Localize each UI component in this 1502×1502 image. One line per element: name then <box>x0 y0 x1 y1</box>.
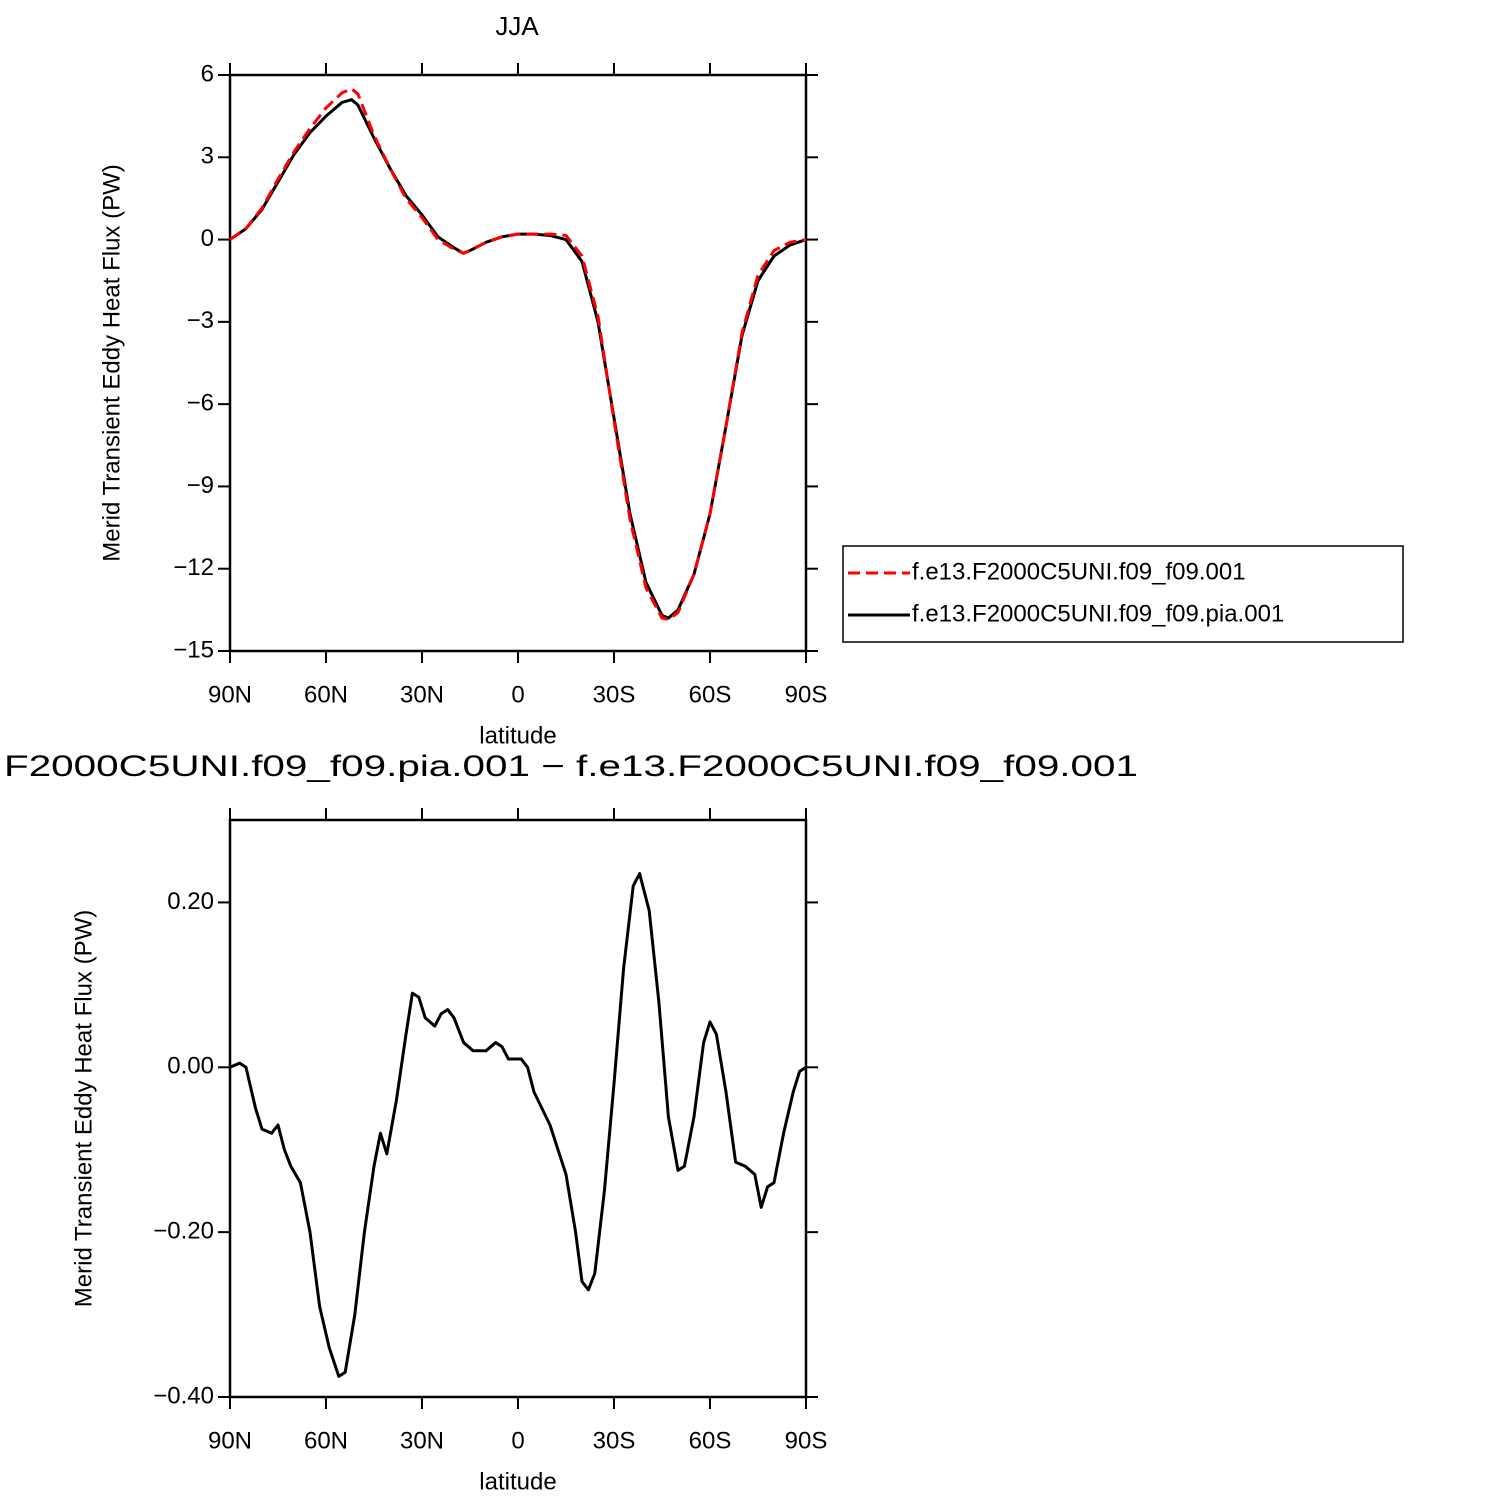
x-tick-label: 60S <box>689 681 732 708</box>
series-line <box>229 872 807 1378</box>
y-tick-label: −0.20 <box>153 1217 214 1244</box>
plot-frame <box>228 818 808 1399</box>
x-tick-label: 30S <box>593 1427 636 1454</box>
x-tick-label: 0 <box>511 1427 524 1454</box>
x-tick-label: 30N <box>400 1427 444 1454</box>
chart-panel: JJA −15 −12 −9 −6 −3 0 3 6 90N 60N 30N 0 30S 60S 90S lat… <box>98 11 1404 749</box>
series-line <box>229 98 807 620</box>
legend-label: f.e13.F2000C5UNI.f09_f09.001 <box>912 558 1246 585</box>
x-tick-label: 60N <box>304 681 348 708</box>
legend-label: f.e13.F2000C5UNI.f09_f09.pia.001 <box>912 600 1284 627</box>
x-tick-label: 0 <box>511 681 524 708</box>
y-tick-label: 3 <box>201 143 214 170</box>
legend-box <box>842 545 1404 643</box>
y-tick-label: −3 <box>187 307 214 334</box>
chart-title: JJA <box>495 11 539 41</box>
y-tick-label: 6 <box>201 60 214 87</box>
y-tick-label: −12 <box>173 554 214 581</box>
y-tick-label: 0 <box>201 225 214 252</box>
x-tick-label: 90S <box>785 1427 828 1454</box>
chart-panel: F2000C5UNI.f09_f09.pia.001 − f.e13.F2000… <box>4 750 1138 1495</box>
y-tick-label: −15 <box>173 636 214 663</box>
x-tick-label: 30S <box>593 681 636 708</box>
y-tick-label: 0.20 <box>167 888 214 915</box>
x-tick-label: 90N <box>208 681 252 708</box>
x-tick-label: 30N <box>400 681 444 708</box>
plot-frame <box>228 73 808 653</box>
y-tick-label: −6 <box>187 389 214 416</box>
y-tick-label: 0.00 <box>167 1053 214 1080</box>
x-axis-label: latitude <box>479 722 556 749</box>
x-tick-label: 90S <box>785 681 828 708</box>
y-axis-label: Merid Transient Eddy Heat Flux (PW) <box>98 164 125 561</box>
y-tick-label: −9 <box>187 472 214 499</box>
x-axis-label: latitude <box>479 1468 556 1495</box>
x-tick-label: 60S <box>689 1427 732 1454</box>
series-line <box>229 87 807 621</box>
x-tick-label: 90N <box>208 1427 252 1454</box>
y-tick-label: −0.40 <box>153 1382 214 1409</box>
x-tick-label: 60N <box>304 1427 348 1454</box>
y-axis-label: Merid Transient Eddy Heat Flux (PW) <box>70 910 97 1307</box>
chart-title: F2000C5UNI.f09_f09.pia.001 − f.e13.F2000… <box>4 750 1138 783</box>
